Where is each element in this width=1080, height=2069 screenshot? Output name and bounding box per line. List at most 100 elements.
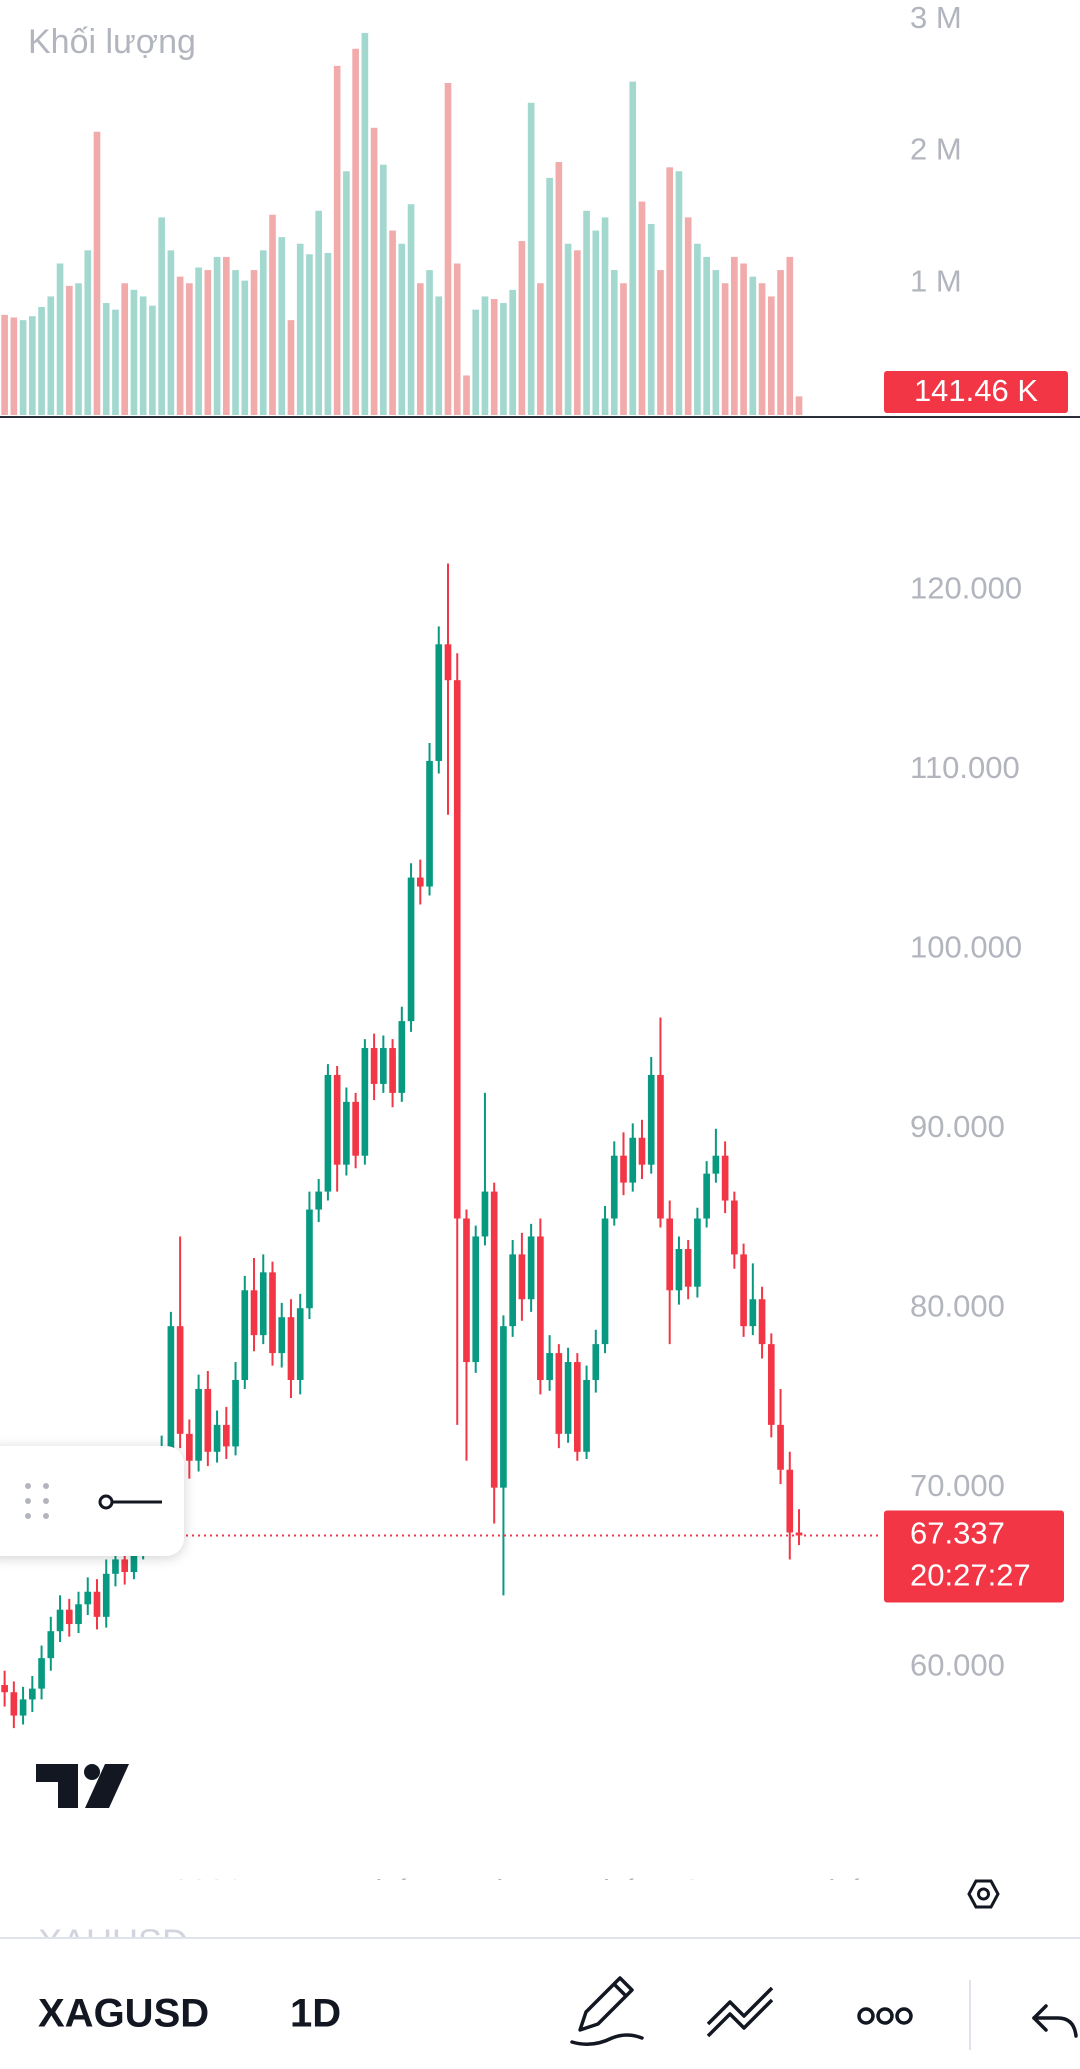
volume-bar <box>139 296 147 415</box>
volume-bar <box>666 167 674 415</box>
candle-body <box>500 1326 507 1488</box>
candle-body <box>416 877 424 887</box>
candle-body <box>666 1218 674 1291</box>
volume-bar <box>10 317 18 415</box>
volume-bar <box>453 263 461 415</box>
volume-bar <box>186 283 193 415</box>
candle-body <box>583 1380 590 1452</box>
candle-body <box>65 1609 73 1625</box>
candle-body <box>426 760 433 887</box>
volume-pane <box>1 32 803 416</box>
candle-body <box>130 1548 138 1572</box>
symbol[interactable]: XAGUSD <box>38 1992 209 2036</box>
candle-body <box>592 1344 600 1380</box>
volume-last-box <box>884 371 1068 413</box>
volume-bar <box>213 256 221 415</box>
candle-body <box>657 1074 664 1219</box>
volume-bar <box>703 256 710 415</box>
drag-handle[interactable] <box>25 1483 49 1519</box>
volume-bar <box>278 237 286 415</box>
volume-title: Khối lượng <box>28 23 196 61</box>
volume-bar <box>407 204 415 415</box>
candle-body <box>647 1074 655 1165</box>
candle-body <box>361 1048 369 1156</box>
more-icon[interactable] <box>857 2007 913 2025</box>
candle-body <box>112 1559 119 1574</box>
interval[interactable]: 1D <box>290 1992 341 2036</box>
volume-bar <box>324 252 332 415</box>
volume-bar <box>749 276 757 415</box>
volume-bar <box>343 171 350 415</box>
candle-body <box>463 1218 470 1363</box>
candle-body <box>296 1308 304 1380</box>
candle-body <box>306 1209 313 1309</box>
volume-bar <box>435 296 443 415</box>
candle-body <box>629 1137 637 1183</box>
volume-bar <box>573 250 581 415</box>
line-tool-icon[interactable] <box>98 1494 162 1510</box>
candle-body <box>721 1155 729 1201</box>
volume-bar <box>684 217 692 415</box>
volume-bar <box>204 270 212 415</box>
volume-bar <box>767 296 775 415</box>
candle-body <box>546 1353 553 1380</box>
candle-body <box>250 1290 258 1336</box>
volume-bar <box>777 270 784 415</box>
volume-bar <box>731 256 738 415</box>
candle-body <box>93 1591 101 1617</box>
candle-body <box>786 1469 794 1533</box>
candle-body <box>176 1326 184 1434</box>
volume-bar <box>241 280 249 415</box>
candle-body <box>167 1326 175 1452</box>
candle-body <box>490 1191 498 1488</box>
candle-body <box>407 877 415 1022</box>
y-tick-label: 2 M <box>910 132 962 167</box>
candle-body <box>472 1236 480 1363</box>
candle-body <box>675 1249 683 1291</box>
candle-body <box>232 1380 239 1447</box>
volume-bar <box>795 396 803 415</box>
y-tick-label: 70.000 <box>910 1468 1005 1503</box>
volume-bar <box>527 102 535 415</box>
candle-body <box>204 1388 212 1452</box>
volume-bar <box>121 283 129 415</box>
candle-body <box>333 1074 341 1165</box>
volume-bar <box>398 243 406 415</box>
candle-body <box>573 1362 581 1452</box>
candle-body <box>186 1433 193 1461</box>
volume-bar <box>555 162 563 415</box>
indicator-icon[interactable] <box>706 1986 774 2038</box>
draw-icon[interactable] <box>570 1976 644 2046</box>
candle-body <box>638 1137 646 1165</box>
candle-body <box>287 1317 295 1380</box>
volume-bar <box>56 263 64 415</box>
volume-bar <box>370 127 378 416</box>
drawing-widget[interactable] <box>0 1446 184 1556</box>
candle-body <box>380 1048 387 1084</box>
volume-bar <box>167 250 175 415</box>
candle-body <box>315 1191 323 1210</box>
candle-body <box>795 1532 803 1536</box>
volume-bar <box>472 309 480 415</box>
candle-body <box>610 1155 618 1219</box>
volume-bar <box>694 243 701 415</box>
volume-bar <box>306 254 313 415</box>
volume-bar <box>102 303 110 415</box>
undo-icon[interactable] <box>1032 2004 1078 2038</box>
x-tick-label: Thán <box>809 1873 882 1909</box>
y-tick-label: 110.000 <box>910 750 1020 785</box>
last-price-label: 67.337 <box>910 1516 1005 1551</box>
volume-bar <box>112 309 119 415</box>
volume-bar <box>333 65 341 415</box>
volume-bar <box>675 171 683 415</box>
y-tick-label: 1 M <box>910 263 962 298</box>
volume-bar <box>232 270 239 415</box>
candle-body <box>601 1218 609 1345</box>
volume-bar <box>84 250 92 415</box>
settings-icon[interactable] <box>967 1879 1000 1909</box>
volume-bar <box>444 83 452 415</box>
volume-bar <box>352 48 359 415</box>
volume-bar <box>564 243 572 415</box>
volume-bar <box>269 214 276 415</box>
